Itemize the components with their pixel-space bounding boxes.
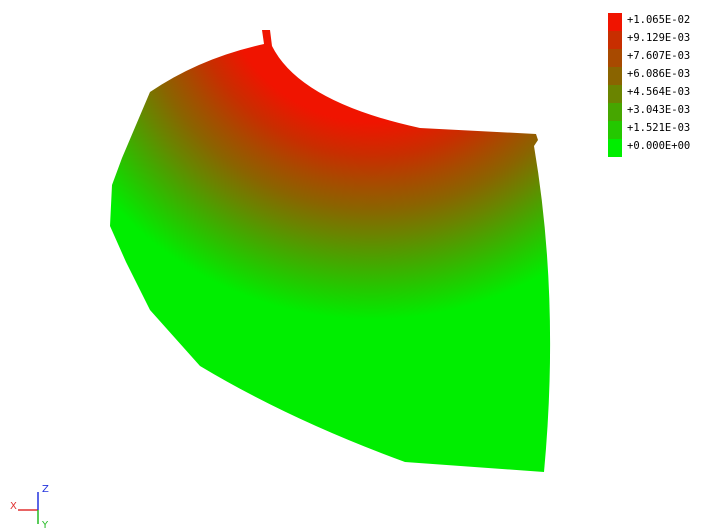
legend-label: +1.065E-02 — [627, 14, 691, 26]
legend-entry: +7.607E-03 — [608, 48, 726, 67]
displacement-contour-fill — [110, 30, 551, 472]
legend-entry: +0.000E+00 — [608, 138, 726, 157]
legend-swatch — [608, 85, 622, 103]
legend-swatch — [608, 49, 622, 67]
legend-entry: +1.065E-02 — [608, 12, 726, 31]
legend-entry: +4.564E-03 — [608, 84, 726, 103]
legend-swatch — [608, 103, 622, 121]
legend-entry: +9.129E-03 — [608, 30, 726, 49]
legend-swatch — [608, 139, 622, 157]
color-legend: +1.065E-02 +9.129E-03 +7.607E-03 +6.086E-03… — [608, 12, 726, 157]
legend-entry: +3.043E-03 — [608, 102, 726, 121]
legend-label: +9.129E-03 — [627, 32, 691, 44]
legend-entry: +1.521E-03 — [608, 120, 726, 139]
legend-swatch — [608, 13, 622, 31]
y-axis-label: Y — [41, 520, 49, 530]
z-axis-label: Z — [42, 484, 49, 495]
legend-label: +0.000E+00 — [627, 140, 691, 152]
axis-triad: X Z Y — [10, 484, 49, 530]
legend-label: +7.607E-03 — [627, 50, 691, 62]
legend-entry: +6.086E-03 — [608, 66, 726, 85]
legend-label: +4.564E-03 — [627, 86, 691, 98]
legend-label: +3.043E-03 — [627, 104, 691, 116]
legend-swatch — [608, 121, 622, 139]
legend-label: +1.521E-03 — [627, 122, 691, 134]
legend-swatch — [608, 67, 622, 85]
x-axis-label: X — [10, 501, 17, 512]
legend-swatch — [608, 31, 622, 49]
legend-label: +6.086E-03 — [627, 68, 691, 80]
